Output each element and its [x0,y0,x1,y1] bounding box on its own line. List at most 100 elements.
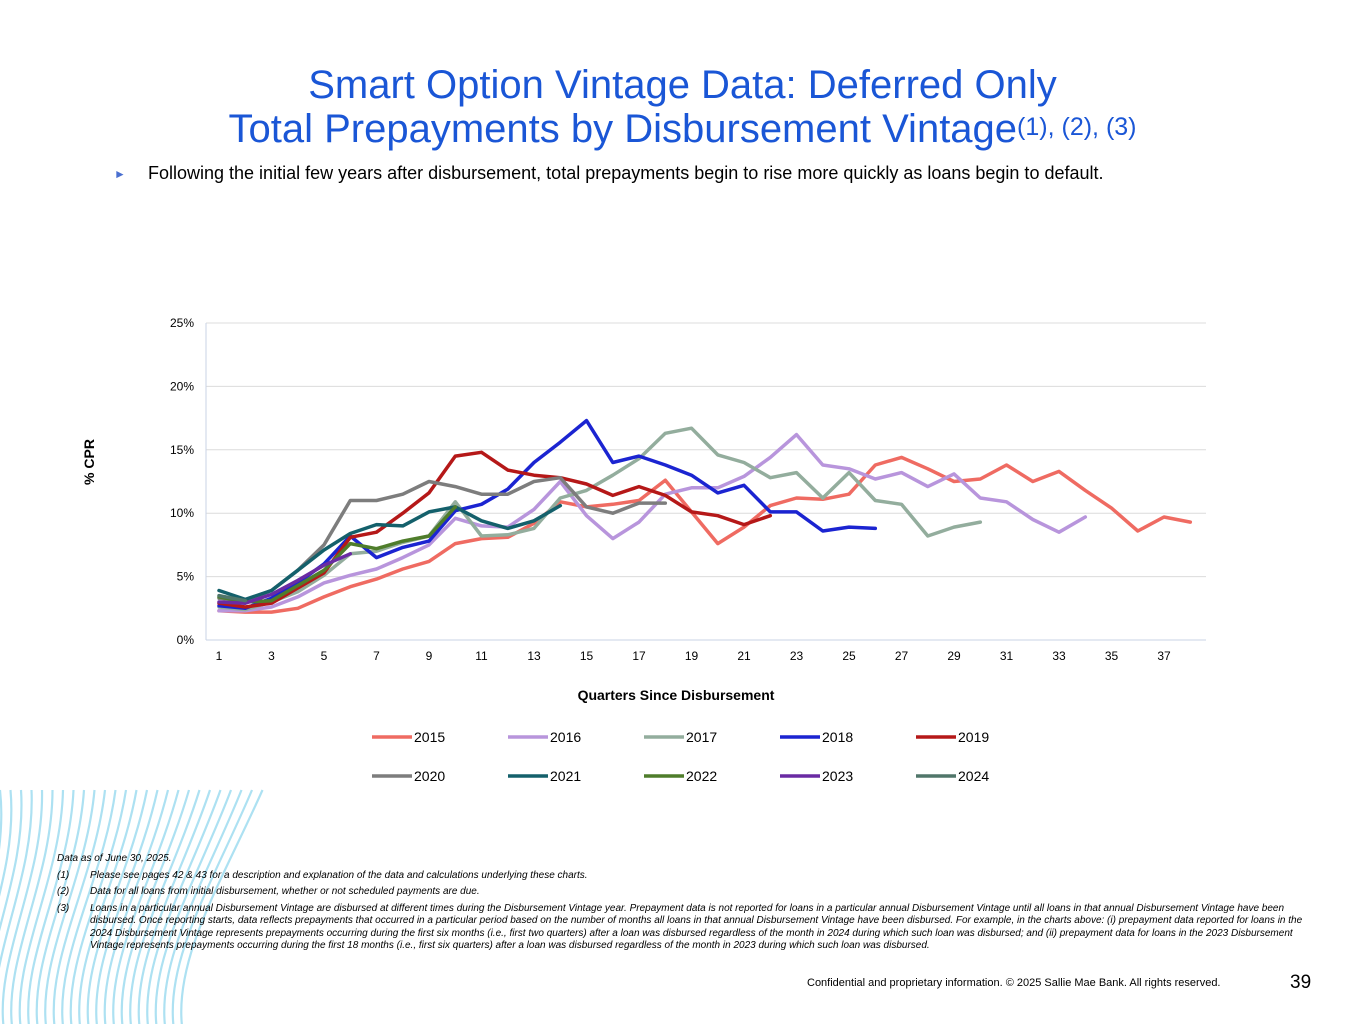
wave-line [10,789,54,1024]
legend-item-2022: 2022 [644,768,717,784]
wave-line [86,789,149,1024]
legend-item-2021: 2021 [508,768,581,784]
wave-line [129,789,201,1024]
y-tick-label: 15% [170,443,194,457]
wave-line [1,789,44,1024]
wave-line [137,789,212,1024]
footnote-data-as-of: Data as of June 30, 2025. [57,853,172,864]
legend-label: 2020 [414,768,445,784]
page-title-line2: Total Prepayments by Disbursement Vintag… [0,106,1365,152]
legend-item-2020: 2020 [372,768,445,784]
wave-line [44,789,96,1024]
y-tick-label: 25% [170,316,194,330]
x-tick-label: 9 [426,649,433,663]
series-line-2016 [217,432,1088,613]
legend-item-2016: 2016 [508,729,581,745]
y-tick-label: 10% [170,506,194,520]
x-tick-label: 29 [947,649,961,663]
legend-item-2024: 2024 [916,768,989,784]
x-tick-label: 7 [373,649,380,663]
wave-line [171,789,254,1024]
legend-label: 2017 [686,729,717,745]
page-number: 39 [1290,972,1312,993]
wave-line [163,789,243,1024]
footnotes: Data as of June 30, 2025. (1) Please see… [57,853,1307,957]
footnote-1: (1) Please see pages 42 & 43 for a descr… [57,870,1307,883]
series-line-2018 [217,418,878,611]
legend-item-2015: 2015 [372,729,445,745]
x-tick-label: 11 [475,649,488,663]
legend-item-2019: 2019 [916,729,989,745]
y-tick-label: 20% [170,379,194,393]
wave-line [27,789,75,1024]
wave-line [120,789,191,1024]
legend-label: 2022 [686,768,717,784]
wave-line [146,789,222,1024]
series-line-2015 [217,455,1193,614]
wave-line [61,789,117,1024]
series-line-2022 [217,505,458,604]
x-tick-label: 23 [790,649,804,663]
bullet-arrow-icon: ► [114,167,126,181]
footnote-text: Please see pages 42 & 43 for a descripti… [90,869,588,881]
x-tick-label: 13 [527,649,541,663]
y-axis-label: % CPR [81,439,97,485]
chart-series [217,418,1193,614]
wave-line [18,789,65,1024]
legend-item-2017: 2017 [644,729,717,745]
x-tick-label: 21 [737,649,751,663]
legend-label: 2016 [550,729,581,745]
footnote-3: (3) Loans in a particular annual Disburs… [57,903,1307,953]
bullet-text: Following the initial few years after di… [148,163,1104,183]
legend-label: 2021 [550,768,581,784]
wave-line [0,789,13,897]
page-title-line2-text: Total Prepayments by Disbursement Vintag… [228,107,1018,151]
legend-label: 2018 [822,729,853,745]
footnote-number: (1) [57,869,70,881]
wave-line [0,789,3,850]
x-tick-label: 37 [1157,649,1171,663]
x-tick-label: 1 [216,649,223,663]
chart-legend: 2015 2016 2017 2018 2019 2020 2021 2022 2023 2024 [372,729,989,784]
series-line-2019 [217,450,773,609]
x-tick-label: 19 [685,649,699,663]
legend-label: 2023 [822,768,853,784]
wave-line [69,789,128,1024]
x-tick-label: 27 [895,649,909,663]
footnote-number: (3) [57,902,70,914]
series-line-2017 [217,426,983,612]
x-tick-label: 17 [632,649,646,663]
x-tick-label: 25 [842,649,856,663]
footnote-text: Loans in a particular annual Disbursemen… [90,902,1303,952]
y-tick-label: 5% [177,570,195,584]
series-line-2023 [217,552,353,605]
x-tick-label: 15 [580,649,594,663]
legend-label: 2024 [958,768,989,784]
legend-item-2023: 2023 [780,768,853,784]
x-axis-label: Quarters Since Disbursement [578,687,775,703]
title-superscript: (1), (2), (3) [1017,113,1137,141]
legend-label: 2015 [414,729,445,745]
page-title-line1: Smart Option Vintage Data: Deferred Only [308,63,1057,107]
wave-line [35,789,86,1024]
wave-line [0,789,33,969]
wave-line [103,789,170,1024]
confidential-notice: Confidential and proprietary information… [807,977,1221,989]
wave-line [95,789,159,1024]
footnote-2: (2) Data for all loans from initial disb… [57,886,1307,899]
wave-line [112,789,180,1024]
x-tick-label: 31 [1000,649,1014,663]
series-line-2020 [217,475,668,603]
wave-line [180,789,264,1024]
legend-item-2018: 2018 [780,729,853,745]
legend-label: 2019 [958,729,989,745]
footnote-number: (2) [57,886,70,897]
wave-line [78,789,138,1024]
bullet-point: ► Following the initial few years after … [114,163,1104,184]
x-tick-label: 3 [268,649,275,663]
footnote-text: Data for all loans from initial disburse… [90,886,480,897]
chart-axes: 0%5%10%15%20%25%1 3 5 7 9 11 13 15 17 19 21 23 25 27 2… [170,316,1206,663]
x-tick-label: 35 [1105,649,1119,663]
